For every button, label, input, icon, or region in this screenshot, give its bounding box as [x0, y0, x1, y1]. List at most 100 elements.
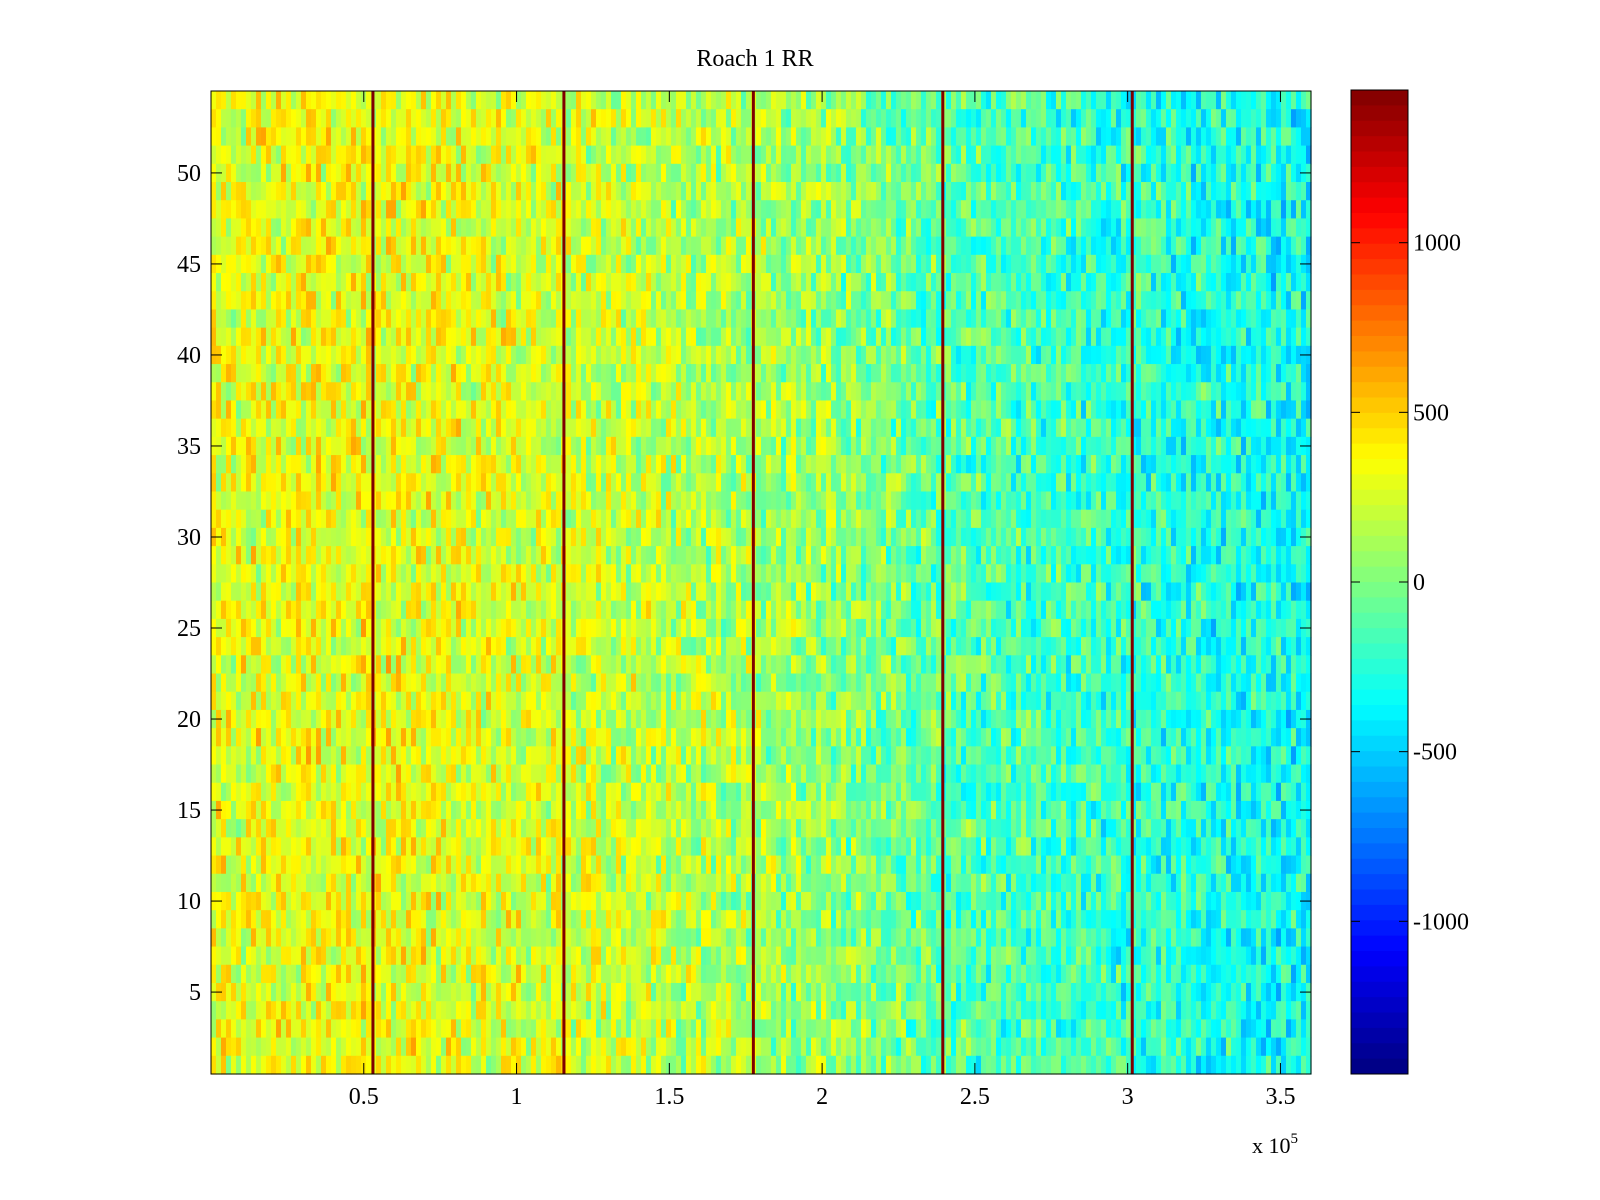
heatmap-cell: [386, 436, 392, 456]
heatmap-cell: [321, 109, 327, 128]
heatmap-cell: [811, 345, 817, 365]
heatmap-cell: [411, 254, 417, 274]
heatmap-cell: [411, 382, 417, 402]
heatmap-cell: [1151, 218, 1157, 238]
heatmap-cell: [1006, 309, 1012, 329]
heatmap-cell: [726, 145, 732, 165]
heatmap-cell: [286, 473, 292, 493]
heatmap-cell: [281, 491, 287, 511]
heatmap-cell: [766, 254, 772, 274]
heatmap-cell: [1036, 345, 1042, 365]
heatmap-cell: [861, 382, 867, 402]
heatmap-cell: [831, 200, 837, 220]
heatmap-cell: [321, 436, 327, 456]
heatmap-cell: [351, 491, 357, 511]
heatmap-cell: [271, 309, 277, 329]
heatmap-cell: [716, 273, 722, 292]
heatmap-cell: [686, 127, 692, 147]
heatmap-cell: [846, 309, 852, 329]
heatmap-cell: [851, 418, 857, 438]
heatmap-cell: [336, 473, 342, 493]
heatmap-cell: [246, 200, 252, 220]
heatmap-cell: [1061, 309, 1067, 329]
heatmap-cell: [336, 200, 342, 220]
heatmap-cell: [251, 309, 257, 329]
heatmap-cell: [1126, 473, 1132, 493]
heatmap-cell: [1006, 455, 1012, 474]
heatmap-cell: [466, 364, 472, 383]
heatmap-cell: [1061, 455, 1067, 474]
heatmap-cell: [1206, 436, 1212, 456]
heatmap-cell: [926, 218, 932, 238]
heatmap-cell: [1281, 436, 1287, 456]
heatmap-cell: [851, 345, 857, 365]
heatmap-cell: [1276, 455, 1282, 474]
heatmap-cell: [1306, 327, 1312, 347]
heatmap-cell: [681, 127, 687, 147]
heatmap-cell: [741, 200, 747, 220]
heatmap-cell: [1241, 109, 1247, 128]
heatmap-cell: [436, 364, 442, 383]
heatmap-cell: [211, 364, 217, 383]
heatmap-cell: [1136, 309, 1142, 329]
heatmap-cell: [931, 455, 937, 474]
heatmap-cell: [591, 218, 597, 238]
heatmap-cell: [591, 182, 597, 201]
heatmap-cell: [696, 145, 702, 165]
heatmap-cell: [651, 491, 657, 511]
heatmap-cell: [1211, 91, 1217, 110]
heatmap-cell: [231, 200, 237, 220]
heatmap-cell: [256, 91, 262, 110]
heatmap-cell: [921, 491, 927, 511]
heatmap-cell: [1156, 91, 1162, 110]
heatmap-cell: [1091, 254, 1097, 274]
heatmap-cell: [716, 182, 722, 201]
heatmap-cell: [1296, 364, 1302, 383]
heatmap-cell: [1256, 236, 1262, 256]
heatmap-cell: [1226, 400, 1232, 420]
heatmap-cell: [281, 163, 287, 183]
heatmap-cell: [1011, 400, 1017, 420]
heatmap-cell: [1196, 145, 1202, 165]
heatmap-cell: [586, 109, 592, 128]
heatmap-cell: [891, 400, 897, 420]
heatmap-cell: [721, 327, 727, 347]
heatmap-cell: [841, 91, 847, 110]
heatmap-cell: [1286, 182, 1292, 201]
heatmap-cell: [966, 163, 972, 183]
heatmap-cell: [701, 327, 707, 347]
heatmap-cell: [1271, 145, 1277, 165]
heatmap-cell: [801, 455, 807, 474]
heatmap-cell: [1156, 145, 1162, 165]
heatmap-cell: [806, 418, 812, 438]
heatmap-cell: [1096, 163, 1102, 183]
heatmap-cell: [756, 109, 762, 128]
heatmap-cell: [901, 473, 907, 493]
heatmap-cell: [296, 236, 302, 256]
heatmap-cell: [986, 491, 992, 511]
heatmap-cell: [571, 236, 577, 256]
heatmap-cell: [1256, 109, 1262, 128]
heatmap-cell: [336, 145, 342, 165]
heatmap-cell: [401, 455, 407, 474]
heatmap-cell: [1021, 364, 1027, 383]
heatmap-cell: [1271, 200, 1277, 220]
heatmap-cell: [956, 436, 962, 456]
heatmap-cell: [976, 109, 982, 128]
heatmap-cell: [1126, 200, 1132, 220]
heatmap-cell: [746, 382, 752, 402]
heatmap-cell: [551, 345, 557, 365]
heatmap-cell: [316, 327, 322, 347]
heatmap-cell: [216, 364, 222, 383]
heatmap-cell: [586, 145, 592, 165]
heatmap-cell: [1196, 418, 1202, 438]
heatmap-cell: [1001, 91, 1007, 110]
heatmap-cell: [1091, 400, 1097, 420]
heatmap-cell: [781, 309, 787, 329]
heatmap-cell: [986, 418, 992, 438]
heatmap-cell: [1171, 200, 1177, 220]
heatmap-cell: [286, 91, 292, 110]
heatmap-cell: [256, 182, 262, 201]
heatmap-cell: [1291, 273, 1297, 292]
heatmap-cell: [1106, 400, 1112, 420]
